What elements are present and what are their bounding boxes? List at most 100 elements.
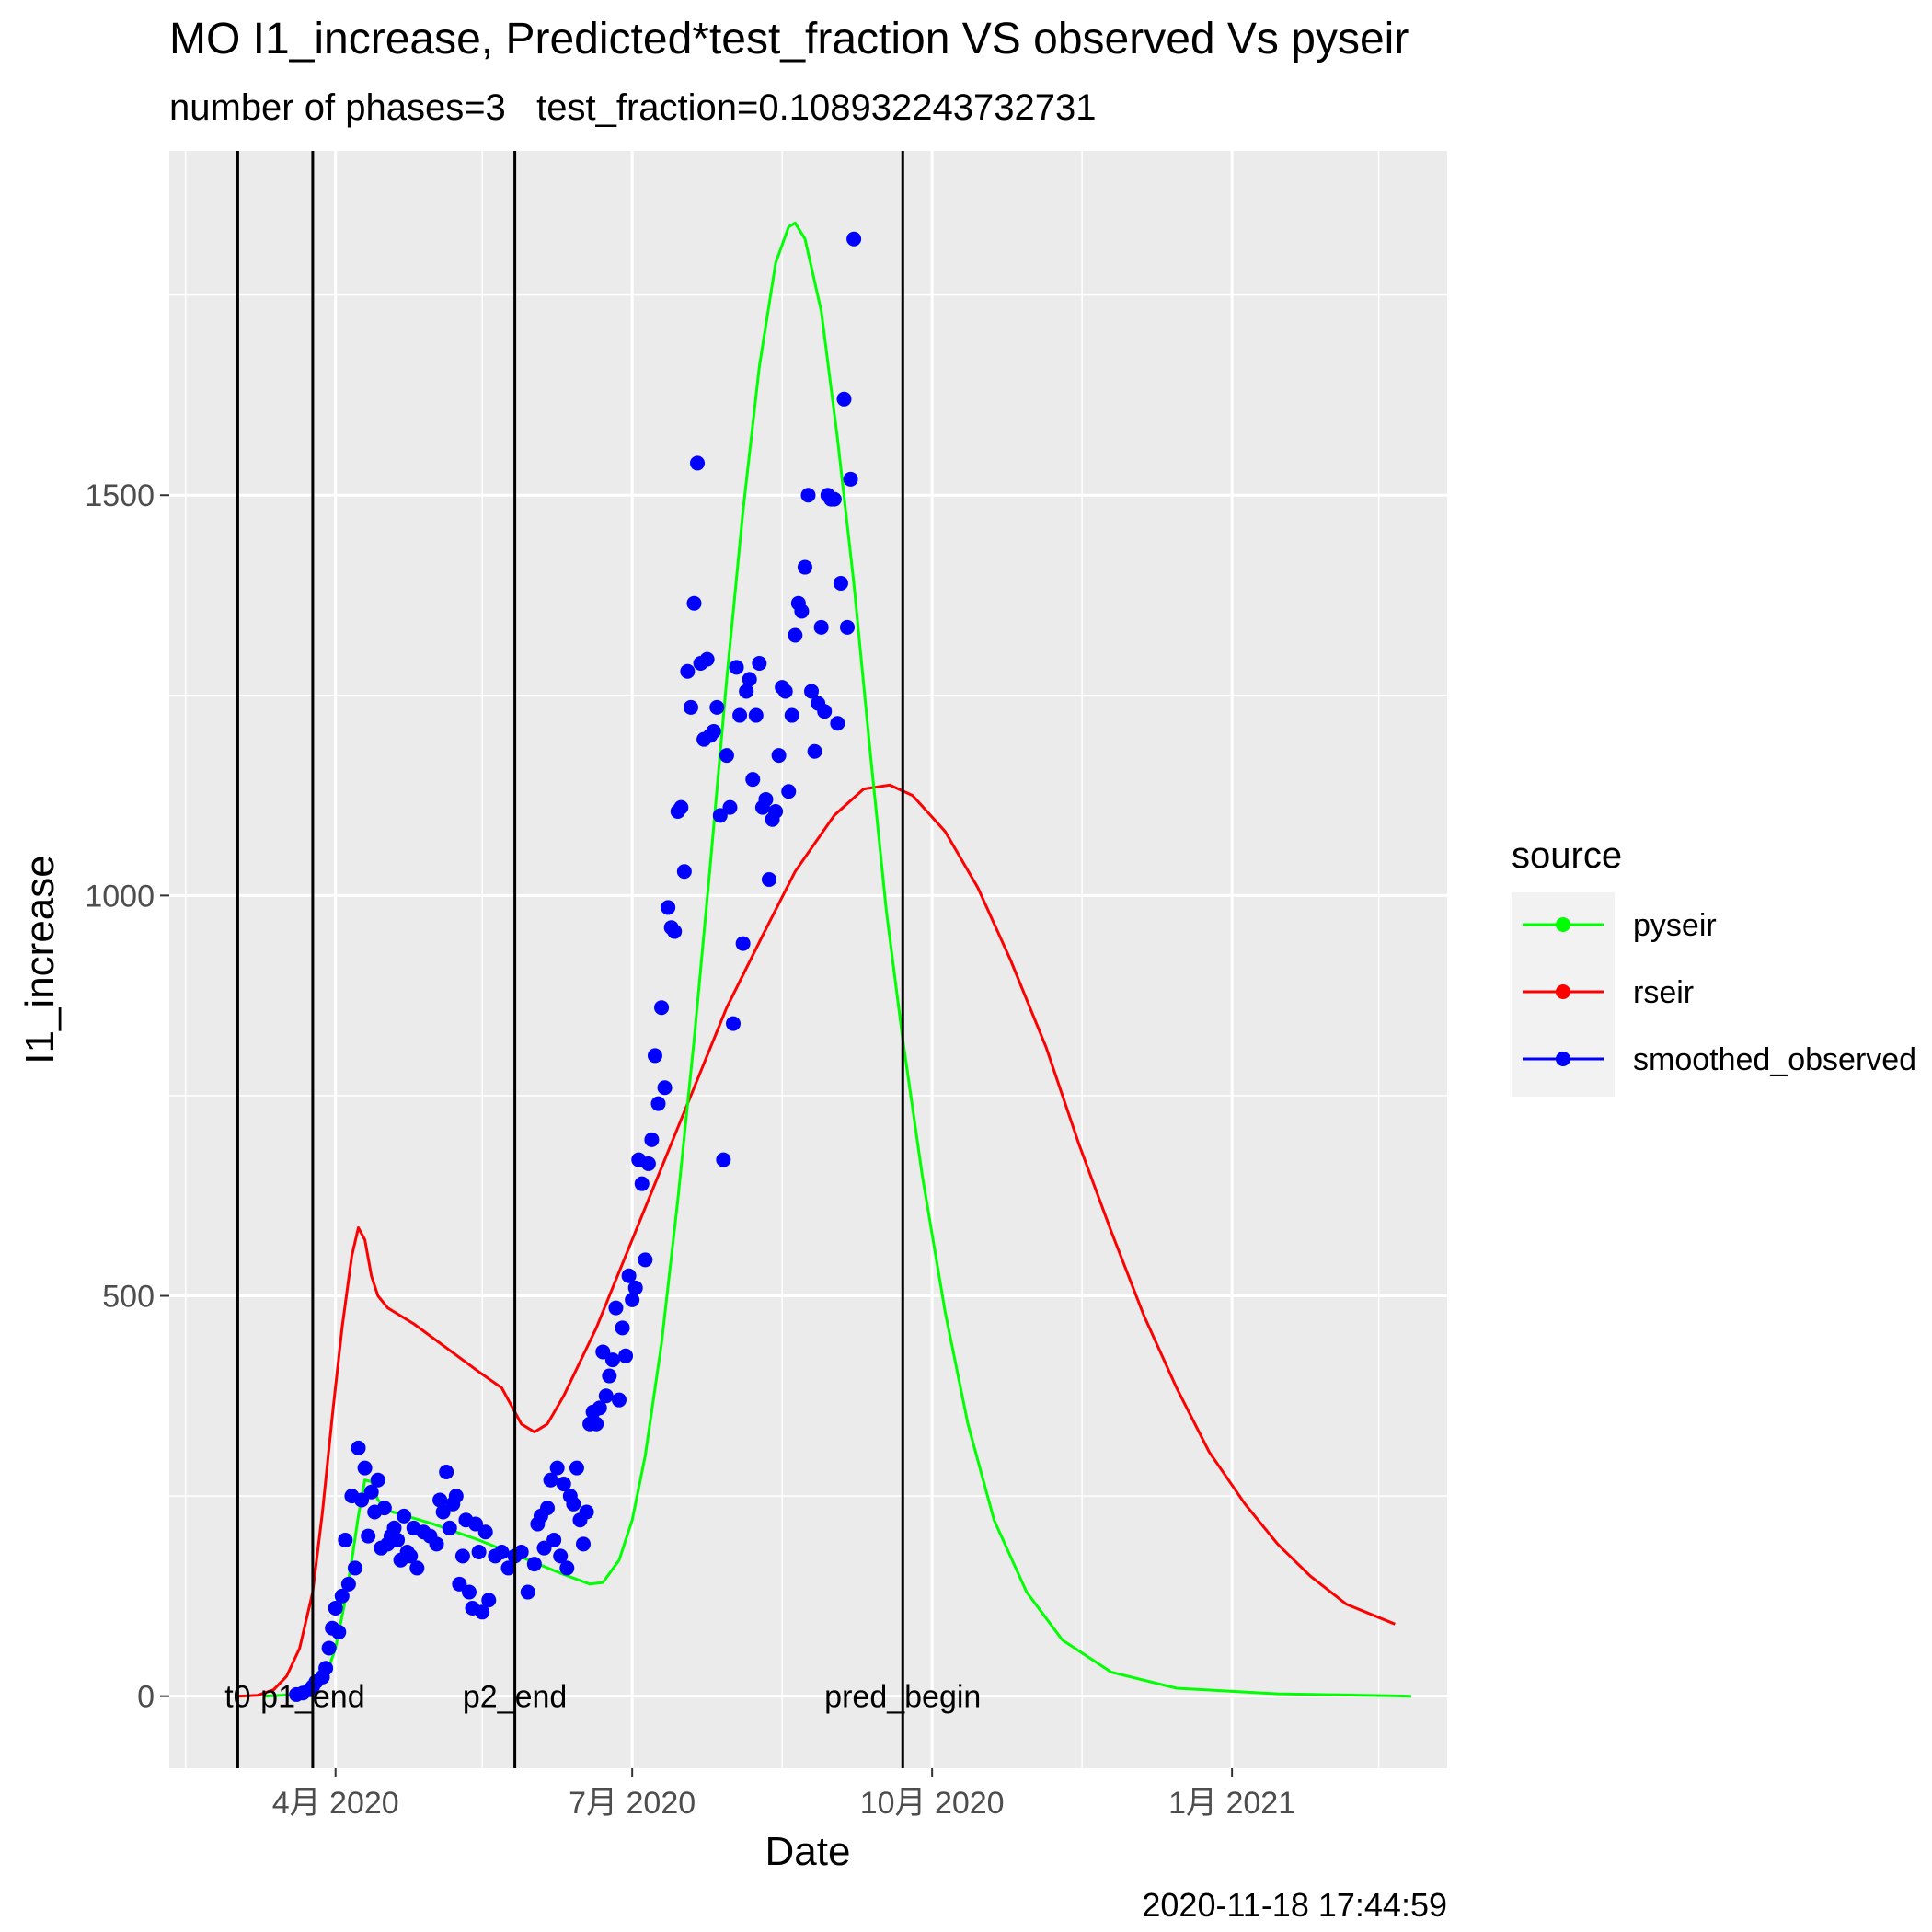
observed-point [598,1388,614,1404]
observed-point [673,799,689,815]
observed-point [461,1584,477,1600]
observed-point [676,864,692,880]
observed-point [439,1464,454,1479]
pyseir-line [263,221,1412,1698]
legend-label-rseir: rseir [1633,975,1694,1010]
observed-point [536,1540,552,1556]
observed-point [354,1492,370,1508]
observed-point [647,1048,662,1064]
observed-point [758,791,774,807]
observed-point [526,1557,542,1572]
observed-point [804,684,820,699]
observed-point [752,655,767,671]
x-tick-label: 4月 2020 [272,1786,399,1821]
plot-panel [169,151,1447,1768]
observed-point [690,455,706,471]
observed-point [817,704,833,719]
observed-point [390,1532,406,1547]
y-tick-label: 1500 [85,478,155,513]
observed-point [475,1604,490,1620]
legend-title: source [1512,835,1622,876]
rseir-line [237,783,1396,1698]
observed-point [784,707,799,723]
observed-point [338,1532,353,1547]
observed-point [500,1560,516,1576]
observed-point [699,651,715,667]
legend-dot-rseir [1556,984,1570,999]
observed-point [481,1593,497,1608]
observed-point [340,1576,356,1592]
observed-point [638,1252,653,1268]
observed-point [397,1508,412,1524]
observed-point [716,1152,731,1167]
observed-point [644,1132,660,1147]
observed-point [357,1460,373,1476]
observed-point [361,1528,376,1544]
observed-point [569,1460,584,1476]
observed-point [680,663,696,679]
observed-point [471,1545,487,1560]
observed-point [559,1560,575,1576]
observed-point [611,1392,627,1408]
observed-point [386,1520,402,1535]
observed-point [452,1576,467,1592]
x-tick-label: 1月 2021 [1168,1786,1295,1821]
chart-title: MO I1_increase, Predicted*test_fraction … [169,15,1409,63]
observed-point [540,1501,556,1516]
observed-point [813,619,829,635]
observed-point [833,575,848,591]
observed-point [667,924,683,939]
observed-point [771,748,787,764]
observed-point [553,1548,569,1564]
x-axis-label: Date [765,1829,851,1874]
vline-label-p1_end: p1_end [260,1680,364,1715]
series-layer [237,221,1412,1702]
observed-point [719,748,734,764]
observed-point [549,1460,565,1476]
y-tick-label: 0 [137,1680,155,1715]
observed-point [513,1545,529,1560]
y-axis: 0 500 1000 1500 [85,478,169,1715]
observed-point [589,1416,604,1432]
observed-point [709,699,725,715]
observed-point [615,1320,630,1336]
observed-point [722,799,738,815]
observed-point [732,707,748,723]
legend-dot-pyseir [1556,917,1570,932]
observed-point [370,1472,385,1488]
observed-point [576,1536,592,1552]
observed-point [794,604,810,619]
legend-items: pyseir rseir smoothed_observed [1523,908,1916,1077]
observed-point [712,808,728,823]
observed-point [781,784,797,799]
observed-point [683,699,698,715]
vline-label-p2_end: p2_end [463,1680,567,1715]
phase-vlines: t0 p1_end p2_end pred_begin [224,151,981,1768]
x-tick-label: 10月 2020 [860,1786,1005,1821]
observed-point [686,595,702,611]
observed-point [634,1176,650,1191]
observed-point [454,1548,470,1564]
observed-point [726,1016,742,1031]
observed-point [640,1156,656,1171]
x-tick-label: 7月 2020 [569,1786,696,1821]
observed-point [432,1492,448,1508]
observed-point [608,1300,624,1316]
observed-point [761,871,776,887]
observed-point [768,803,784,819]
observed-point [429,1536,444,1552]
observed-point [556,1477,571,1492]
observed-point [321,1640,337,1656]
observed-point [347,1560,362,1576]
observed-point [807,743,822,759]
observed-point [318,1661,334,1676]
observed-point [442,1520,457,1535]
observed-point [745,772,761,788]
observed-point [742,672,757,687]
observed-point [627,1280,643,1295]
observed-point [376,1501,392,1516]
vline-label-t0: t0 [224,1680,250,1715]
observed-point [843,471,858,487]
observed-point [409,1560,425,1576]
observed-point [836,391,852,407]
